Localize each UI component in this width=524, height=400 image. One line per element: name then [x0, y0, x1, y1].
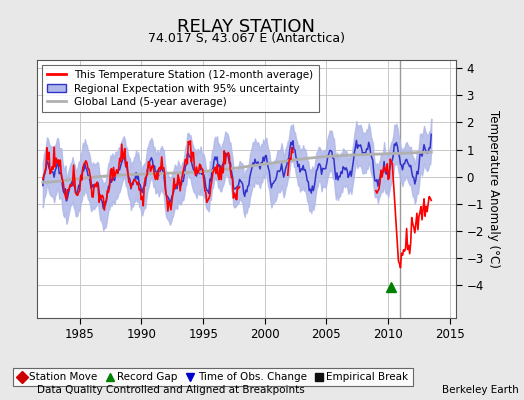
Legend: Station Move, Record Gap, Time of Obs. Change, Empirical Break: Station Move, Record Gap, Time of Obs. C…	[13, 368, 413, 386]
Text: Data Quality Controlled and Aligned at Breakpoints: Data Quality Controlled and Aligned at B…	[37, 385, 304, 395]
Text: 74.017 S, 43.067 E (Antarctica): 74.017 S, 43.067 E (Antarctica)	[148, 32, 345, 45]
Y-axis label: Temperature Anomaly (°C): Temperature Anomaly (°C)	[487, 110, 500, 268]
Text: Berkeley Earth: Berkeley Earth	[442, 385, 519, 395]
Text: RELAY STATION: RELAY STATION	[177, 18, 315, 36]
